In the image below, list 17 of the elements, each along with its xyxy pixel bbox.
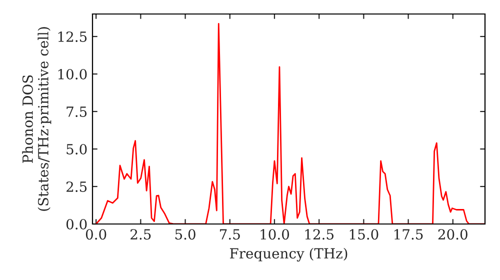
- y-tick-label: 7.5: [66, 106, 87, 117]
- x-tick-label: 12.5: [305, 229, 334, 240]
- x-tick-label: 17.5: [394, 229, 423, 240]
- y-tick-label: 10.0: [58, 68, 87, 80]
- y-tick-label: 12.5: [58, 31, 87, 42]
- y-axis-title: Phonon DOS (States/THz·primitive cell): [22, 27, 52, 211]
- x-axis-title: Frequency (THz): [230, 248, 348, 262]
- y-tick-label: 0.0: [66, 218, 87, 230]
- y-tick-label: 2.5: [66, 181, 87, 192]
- x-tick-label: 10.0: [260, 229, 290, 240]
- x-tick-label: 2.5: [130, 229, 151, 240]
- x-tick-label: 20.0: [438, 229, 468, 240]
- x-tick-label: 0.0: [86, 229, 106, 240]
- y-tick-label: 5.0: [66, 144, 87, 154]
- x-tick-label: 7.5: [220, 229, 240, 240]
- x-tick-label: 15.0: [350, 229, 378, 240]
- x-tick-label: 5.0: [175, 229, 196, 240]
